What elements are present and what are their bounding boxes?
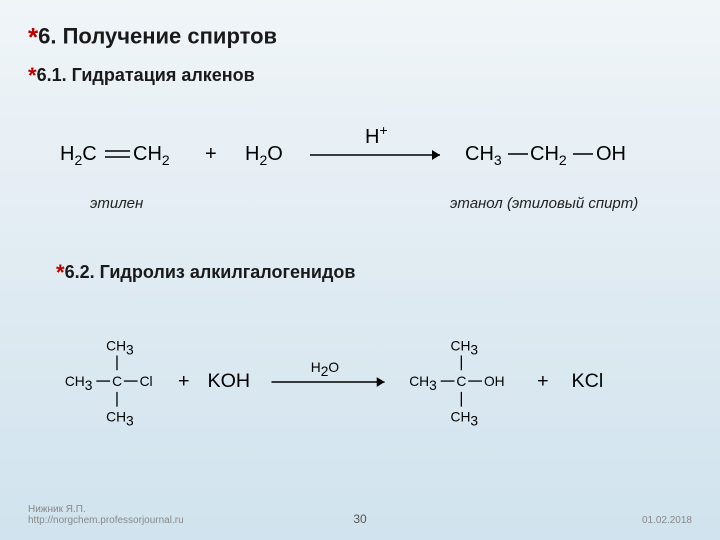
sub2-text: Гидролиз алкилгалогенидов [100, 262, 356, 282]
label-ethylene: этилен [90, 195, 143, 212]
r2-cl: Cl [140, 374, 153, 389]
r2p-oh: OH [484, 374, 505, 389]
footer-author: Нижник Я.П. http://norgchem.professorjou… [28, 504, 184, 526]
sub1-text: Гидратация алкенов [72, 65, 255, 85]
footer-url: http://norgchem.professorjournal.ru [28, 515, 184, 526]
r1-h2o: H2O [245, 143, 283, 168]
r1-product-ch2: CH2 [530, 143, 567, 168]
plus-icon: + [205, 143, 217, 165]
footer-date: 01.02.2018 [642, 515, 692, 526]
r1-ch2: CH2 [133, 143, 170, 168]
title-num: 6. [38, 23, 56, 48]
title-text: Получение спиртов [63, 23, 277, 48]
footer-author-name: Нижник Я.П. [28, 504, 184, 515]
r1-h2c: H2C [60, 143, 97, 168]
r2p-c: C [456, 374, 466, 389]
sub2-num: 6.2. [65, 262, 95, 282]
r2-koh: KOH [208, 370, 251, 392]
plus-icon: + [537, 370, 548, 392]
r2-c-center: C [112, 374, 122, 389]
main-title: *6. Получение спиртов [0, 0, 720, 53]
subtitle-2: *6.2. Гидролиз алкилгалогенидов [28, 250, 355, 286]
r2-h2o: H2O [311, 360, 340, 379]
reaction-1: H2C CH2 + H2O H+ CH3 CH2 OH [60, 115, 660, 185]
r2-kcl: KCl [572, 370, 604, 392]
subtitle-1: *6.1. Гидратация алкенов [0, 53, 720, 89]
footer: Нижник Я.П. http://norgchem.professorjou… [28, 504, 692, 526]
plus-icon: + [178, 370, 189, 392]
r2-ch3-left: CH3 [65, 374, 93, 393]
r2p-ch3-bottom: CH3 [451, 409, 479, 428]
r2p-ch3-top: CH3 [451, 339, 479, 358]
asterisk-icon: * [28, 63, 37, 88]
r2-ch3-top: CH3 [106, 339, 134, 358]
r1-product-ch3: CH3 [465, 143, 502, 168]
r1-product-oh: OH [596, 143, 626, 165]
footer-page: 30 [353, 512, 366, 526]
sub1-num: 6.1. [37, 65, 67, 85]
r1-catalyst: H+ [365, 122, 388, 148]
asterisk-icon: * [28, 22, 38, 52]
r2p-ch3-left: CH3 [409, 374, 437, 393]
r2-ch3-bottom: CH3 [106, 409, 134, 428]
label-ethanol: этанол (этиловый спирт) [450, 195, 638, 212]
reaction-2: CH3 CH3 C Cl CH3 + KOH H2O CH3 CH3 C OH … [55, 330, 665, 440]
asterisk-icon: * [56, 260, 65, 285]
